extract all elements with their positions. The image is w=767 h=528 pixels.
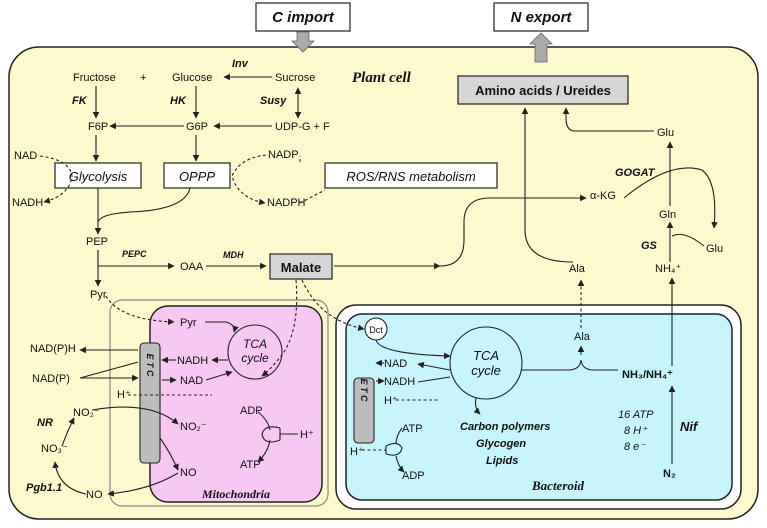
enzyme-labels: Inv FK HK Susy PEPC MDH GOGAT GS NR Pgb1…	[26, 58, 699, 494]
tca-cycle-bacteroid	[449, 326, 523, 400]
ros-label: ROS/RNS metabolism	[346, 169, 475, 184]
ala-bact-label: Ala	[574, 331, 591, 343]
pathway-arrows	[39, 73, 718, 497]
susy-label: Susy	[260, 95, 287, 107]
glucose-label: Glucose	[172, 72, 212, 84]
oppp-box	[163, 162, 231, 189]
oppp-label: OPPP	[179, 169, 215, 184]
amino-acids-label: Amino acids / Ureides	[475, 83, 611, 98]
n2-label: N₂	[663, 468, 676, 480]
tca-cycle-mitochondria	[227, 324, 283, 380]
nadph-left-label: NAD(P)H	[30, 343, 76, 355]
e8-label: 8 e⁻	[624, 441, 646, 453]
hk-label: HK	[170, 95, 187, 107]
plant-cell-label: Plant cell	[352, 70, 412, 86]
tca-b-label-2: cycle	[471, 363, 501, 378]
h-bact2-label: H⁺	[350, 446, 364, 458]
f6p-label: F6P	[88, 121, 108, 133]
no3-cell-label: NO₃⁻	[41, 443, 68, 455]
mitochondria-label: Mitochondria	[201, 487, 270, 501]
bacteroid-label: Bacteroid	[531, 478, 584, 493]
udpg-label: UDP-G + F	[275, 121, 330, 133]
h8-label: 8 H⁺	[624, 425, 648, 437]
h-bact-label: H⁺	[384, 395, 398, 407]
carbon-polymers-label: Carbon polymers	[460, 421, 550, 433]
c-import-box	[255, 2, 351, 32]
glycolysis-label: Glycolysis	[69, 169, 128, 184]
dct-label: Dct	[369, 325, 383, 335]
glycogen-label: Glycogen	[476, 438, 526, 450]
nadph-label: NADPH	[267, 197, 306, 209]
nadp-label: NADP	[268, 149, 299, 161]
no-cell-label: NO	[86, 489, 103, 501]
n-export-arrow	[529, 32, 553, 63]
gogat-label: GOGAT	[615, 167, 656, 179]
inv-label: Inv	[232, 58, 249, 70]
mdh-label: MDH	[223, 250, 244, 260]
atp16-label: 16 ATP	[618, 409, 654, 421]
bacteroid-compartment	[345, 313, 733, 501]
mitochondria-labels: Pyr NAD(P)H NAD(P) NADH NAD H⁺ ADP ATP H…	[30, 317, 314, 501]
h-mito2-label: H⁺	[300, 429, 314, 441]
ros-box	[324, 162, 498, 189]
etc-bacteroid	[353, 377, 375, 444]
nadh-bact-label: NADH	[384, 376, 415, 388]
plus-label: +	[140, 72, 146, 84]
metabolite-labels: Fructose + Glucose Sucrose F6P G6P UDP-G…	[12, 72, 723, 301]
atp-mito-label: ATP	[240, 459, 261, 471]
oaa-label: OAA	[180, 261, 204, 273]
glu-top-label: Glu	[657, 127, 674, 139]
gs-label: GS	[641, 240, 658, 252]
no2-cell-label: NO₂⁻	[73, 407, 100, 419]
nh3-label: NH₃/NH₄⁺	[622, 369, 673, 381]
no-mito-label: NO	[180, 467, 197, 479]
mitochondria-compartment	[149, 305, 323, 503]
ala-cell-label: Ala	[569, 263, 586, 275]
akg-label: α-KG	[590, 190, 616, 202]
pepc-label: PEPC	[122, 249, 147, 259]
lipids-label: Lipids	[486, 455, 518, 467]
tca-m-label-2: cycle	[241, 351, 269, 365]
h-mito-label: H⁺	[117, 389, 131, 401]
fk-label: FK	[72, 95, 88, 107]
amino-acids-box	[457, 75, 629, 105]
pgb-label: Pgb1.1	[26, 482, 62, 494]
adp-mito-label: ADP	[240, 405, 263, 417]
malate-box	[269, 253, 333, 280]
etc-mitochondria-label: E T C	[145, 353, 155, 377]
sucrose-label: Sucrose	[275, 72, 315, 84]
nad-top-label: NAD	[14, 150, 37, 162]
nadh-top-label: NADH	[12, 197, 43, 209]
etc-bacteroid-label: E T C	[359, 378, 369, 402]
nif-label: Nif	[680, 419, 699, 434]
pyr-mito-label: Pyr	[180, 317, 197, 329]
nad-mito-label: NAD	[180, 375, 203, 387]
tca-m-label-1: TCA	[243, 337, 267, 351]
etc-mitochondria	[139, 342, 161, 464]
g6p-label: G6P	[186, 121, 208, 133]
fructose-label: Fructose	[73, 72, 116, 84]
nadp-left-label: NAD(P)	[32, 373, 70, 385]
nadh-mito-label: NADH	[177, 355, 208, 367]
gln-label: Gln	[659, 209, 676, 221]
c-import-arrow	[291, 31, 315, 53]
c-import-label: C import	[272, 9, 335, 26]
malate-label: Malate	[281, 260, 321, 275]
adp-bact-label: ADP	[402, 470, 425, 482]
pep-label: PEP	[86, 236, 108, 248]
glu-right-label: Glu	[706, 243, 723, 255]
no2-mito-label: NO₂⁻	[180, 421, 207, 433]
bacteroid-labels: NAD NADH H⁺ ATP H⁺ ADP Ala NH₃/NH₄⁺ N₂ 1…	[350, 331, 676, 482]
nr-label: NR	[37, 417, 53, 429]
n-export-label: N export	[511, 9, 573, 26]
atp-bact-label: ATP	[402, 423, 423, 435]
glycolysis-box	[54, 162, 142, 189]
mitochondria-outer	[109, 299, 329, 507]
n-export-box	[493, 2, 589, 32]
nad-bact-label: NAD	[384, 358, 407, 370]
tca-b-label-1: TCA	[473, 348, 499, 363]
nh4-label: NH₄⁺	[655, 263, 681, 275]
pyr-label: Pyr	[90, 289, 107, 301]
